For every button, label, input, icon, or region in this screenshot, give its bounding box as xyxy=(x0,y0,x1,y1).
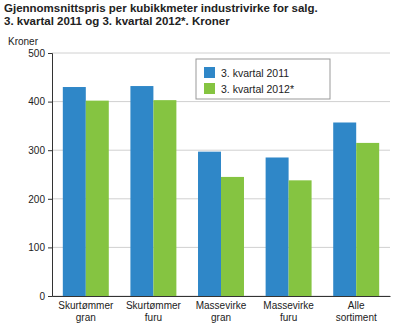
y-axis-title: Kroner xyxy=(8,36,39,47)
x-tick-label: Massevirkegran xyxy=(196,300,247,323)
x-axis-line xyxy=(53,296,391,297)
y-tick-mark xyxy=(48,247,52,248)
y-axis: 0 100 200 300 400 500 xyxy=(28,48,52,302)
bar xyxy=(221,177,244,296)
y-tick-label: 400 xyxy=(28,96,45,107)
x-tick: Massevirkegran xyxy=(196,296,247,323)
y-tick-label: 300 xyxy=(28,145,45,156)
y-tick-label: 200 xyxy=(28,194,45,205)
legend-swatch xyxy=(204,67,215,78)
x-tick-label-line: gran xyxy=(76,312,96,323)
x-tick: Massevirkefuru xyxy=(263,296,314,323)
y-axis-line xyxy=(48,54,53,297)
bar xyxy=(289,180,312,296)
legend-label: 3. kvartal 2012* xyxy=(221,83,294,95)
x-tick: Skurtømmergran xyxy=(58,296,114,323)
x-tick-label-line: gran xyxy=(211,312,231,323)
y-tick-mark xyxy=(48,102,52,103)
y-tick-mark xyxy=(48,53,52,54)
x-tick-label-line: Massevirke xyxy=(196,300,247,311)
grid xyxy=(52,53,390,296)
title: Gjennomsnittspris per kubikkmeter indust… xyxy=(4,2,318,14)
x-tick-label-line: Massevirke xyxy=(263,300,314,311)
x-tick-label-line: Skurtømmer xyxy=(126,300,182,311)
x-tick-label-line: Skurtømmer xyxy=(58,300,114,311)
legend-label: 3. kvartal 2011 xyxy=(221,67,289,79)
y-tick: 400 xyxy=(28,96,52,107)
legend-item: 3. kvartal 2012* xyxy=(204,83,294,95)
legend-box xyxy=(196,59,330,99)
x-tick-label: Allesortiment xyxy=(336,300,377,323)
y-tick: 500 xyxy=(28,48,52,59)
y-tick-label: 500 xyxy=(28,48,45,59)
bar xyxy=(356,143,379,296)
x-tick-label-line: furu xyxy=(145,312,162,323)
legend-swatch xyxy=(204,83,215,94)
y-tick-mark xyxy=(48,199,52,200)
x-tick: Skurtømmerfuru xyxy=(126,296,182,323)
x-tick-label: Massevirkefuru xyxy=(263,300,314,323)
bar xyxy=(63,87,86,296)
y-tick: 300 xyxy=(28,145,52,156)
y-tick-label: 0 xyxy=(39,291,45,302)
x-tick-label: Skurtømmerfuru xyxy=(126,300,182,323)
x-tick-label-line: furu xyxy=(280,312,297,323)
x-tick-label-line: Alle xyxy=(348,300,365,311)
bar xyxy=(130,86,153,296)
bar xyxy=(198,152,221,296)
x-tick-label: Skurtømmergran xyxy=(58,300,114,323)
y-tick: 100 xyxy=(28,242,52,253)
y-tick: 0 xyxy=(39,291,52,302)
y-tick: 200 xyxy=(28,194,52,205)
y-tick-mark xyxy=(48,150,52,151)
y-tick-mark xyxy=(48,296,52,297)
bar xyxy=(86,101,109,296)
chart: Gjennomsnittspris per kubikkmeter indust… xyxy=(0,0,398,323)
legend: 3. kvartal 2011 3. kvartal 2012* xyxy=(196,59,330,99)
legend-item: 3. kvartal 2011 xyxy=(204,67,289,79)
y-tick-label: 100 xyxy=(28,242,45,253)
x-tick-label-line: sortiment xyxy=(336,312,377,323)
x-axis: SkurtømmergranSkurtømmerfuruMassevirkegr… xyxy=(53,296,391,323)
x-tick: Allesortiment xyxy=(336,296,377,323)
bars xyxy=(63,86,379,296)
bar xyxy=(153,100,176,296)
plot: 0100200300400500SkurtømmergranSkurtømmer… xyxy=(28,48,390,323)
bar xyxy=(333,122,356,296)
bar xyxy=(266,157,289,296)
grid-line xyxy=(52,53,390,54)
subtitle: 3. kvartal 2011 og 3. kvartal 2012*. Kro… xyxy=(4,15,230,27)
